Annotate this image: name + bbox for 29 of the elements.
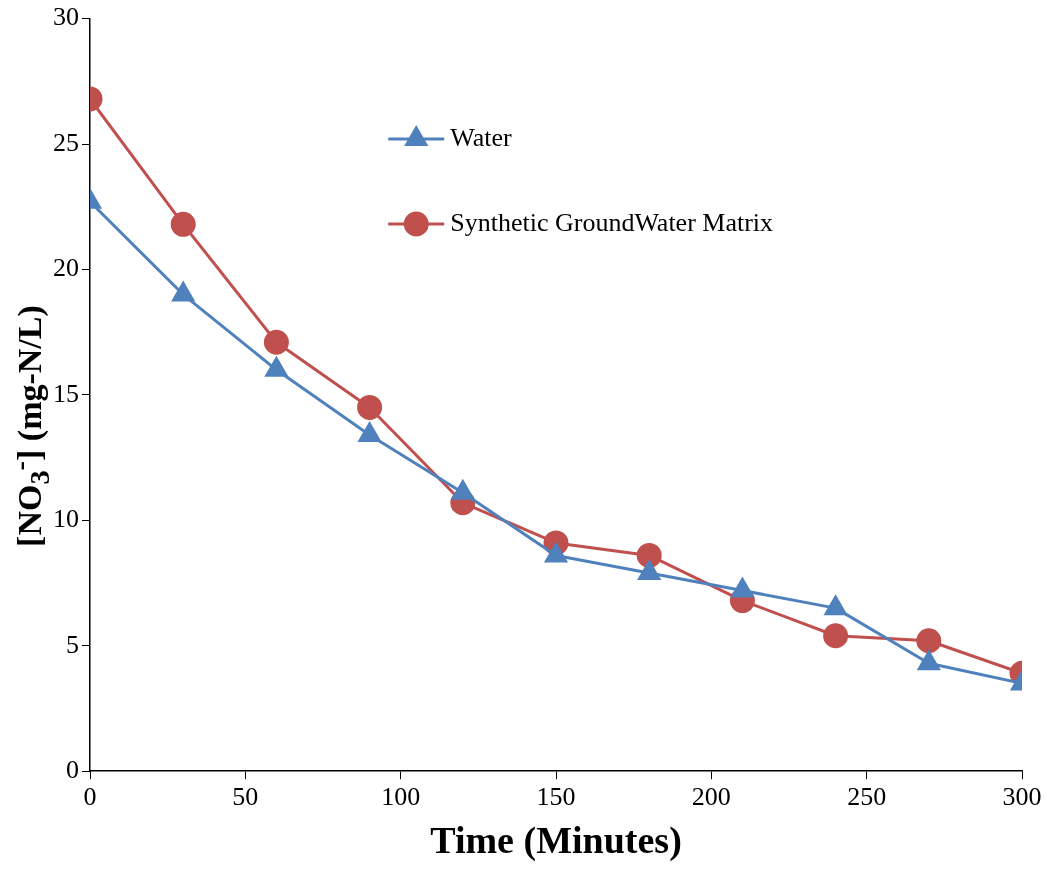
point xyxy=(638,560,661,581)
y-tick-label: 5 xyxy=(66,629,79,659)
y-tick-label: 0 xyxy=(66,755,79,785)
x-tick-label: 300 xyxy=(1002,781,1042,811)
point xyxy=(824,595,847,616)
x-axis-title: Time (Minutes) xyxy=(430,819,682,863)
point xyxy=(265,357,288,377)
point xyxy=(357,394,383,420)
point xyxy=(451,480,474,500)
legend-label: Water xyxy=(450,122,512,152)
point xyxy=(636,542,662,568)
point xyxy=(358,422,381,443)
x-tick-label: 50 xyxy=(232,781,259,811)
point xyxy=(172,282,195,302)
y-tick-label: 10 xyxy=(53,504,79,534)
x-tick-label: 100 xyxy=(381,781,421,811)
x-tick-label: 150 xyxy=(536,781,576,811)
legend-label: Synthetic GroundWater Matrix xyxy=(450,207,774,237)
y-tick-label: 25 xyxy=(53,127,79,157)
y-tick-label: 20 xyxy=(53,253,79,283)
point xyxy=(731,578,754,598)
y-tick-label: 30 xyxy=(53,2,79,32)
point xyxy=(170,211,196,237)
point xyxy=(917,650,940,671)
y-tick-label: 15 xyxy=(53,378,79,408)
point xyxy=(544,542,568,563)
x-tick-label: 250 xyxy=(847,781,887,811)
x-tick-label: 200 xyxy=(691,781,731,811)
point xyxy=(263,329,289,355)
